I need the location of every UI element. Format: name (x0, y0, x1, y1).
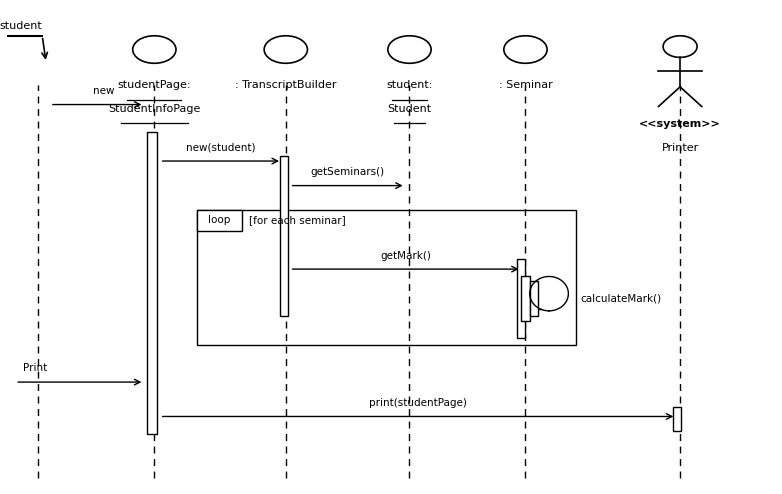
Text: getMark(): getMark() (380, 251, 431, 261)
Text: : Seminar: : Seminar (499, 80, 552, 90)
Bar (673, 407, 681, 431)
Bar (197, 210, 576, 345)
Text: <<system>>: <<system>> (639, 119, 721, 129)
Text: [for each seminar]: [for each seminar] (249, 215, 346, 225)
Bar (517, 259, 525, 338)
Text: Print: Print (23, 363, 47, 373)
Text: loop: loop (208, 215, 231, 225)
Text: student: student (0, 21, 42, 31)
Text: Printer: Printer (662, 143, 699, 153)
Text: print(studentPage): print(studentPage) (369, 398, 467, 408)
Text: getSeminars(): getSeminars() (310, 167, 385, 177)
Text: StudentInfoPage: StudentInfoPage (108, 104, 200, 114)
Text: Student: Student (387, 104, 432, 114)
Text: studentPage:: studentPage: (117, 80, 191, 90)
Bar (147, 131, 157, 434)
Text: new(student): new(student) (186, 143, 256, 153)
Text: : TranscriptBuilder: : TranscriptBuilder (235, 80, 336, 90)
Text: calculateMark(): calculateMark() (580, 293, 662, 304)
Bar (197, 210, 242, 231)
Bar (522, 277, 529, 321)
Text: student:: student: (386, 80, 432, 90)
Bar (529, 282, 538, 316)
Text: new: new (93, 86, 115, 96)
Bar (280, 156, 289, 316)
